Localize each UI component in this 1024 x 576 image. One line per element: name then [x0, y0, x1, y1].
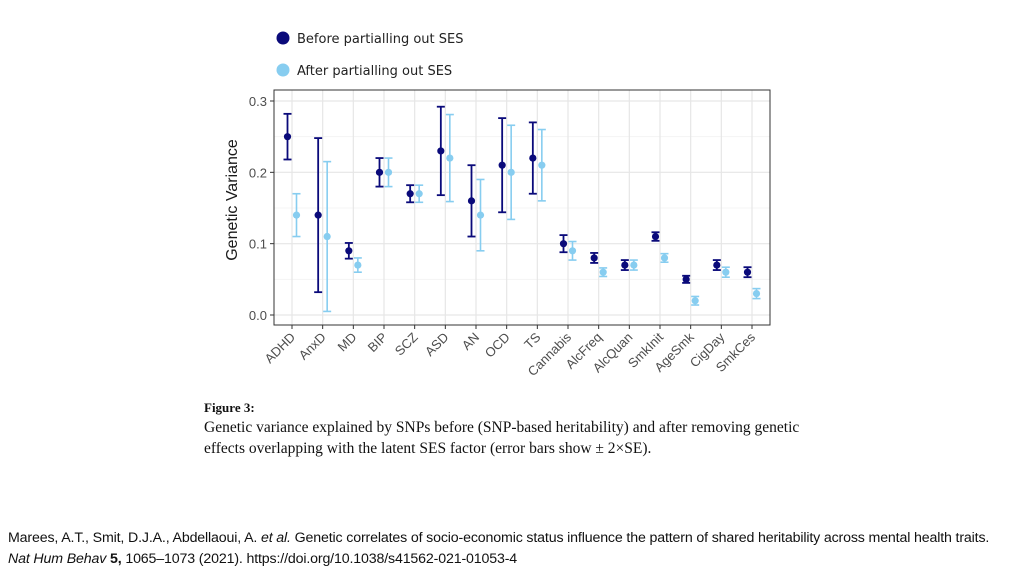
citation-volume: 5,	[106, 550, 122, 567]
data-point	[590, 254, 598, 262]
x-tick-label: MD	[335, 330, 360, 355]
data-point	[660, 254, 669, 262]
plot-panel-background	[274, 90, 770, 325]
legend-label-after: After partialling out SES	[297, 64, 452, 79]
series-before	[283, 105, 752, 294]
figure-caption-text: Genetic variance explained by SNPs befor…	[204, 419, 800, 457]
data-point	[651, 232, 660, 241]
citation-et-al: et al.	[260, 530, 291, 546]
y-tick-label: 0.3	[249, 94, 267, 109]
data-point	[630, 261, 638, 269]
y-tick-label: 0.1	[249, 237, 267, 252]
data-point	[283, 133, 292, 141]
data-point	[538, 161, 546, 169]
data-point	[467, 197, 476, 205]
y-axis-title: Genetic Variance	[224, 139, 241, 261]
figure-label: Figure 3:	[204, 400, 255, 415]
data-point	[752, 290, 761, 298]
y-tick-label: 0.0	[249, 308, 267, 323]
figure-caption: Figure 3: Genetic variance explained by …	[204, 399, 804, 459]
plot-panel-border	[273, 89, 771, 326]
data-point	[375, 168, 384, 176]
data-point	[529, 154, 537, 162]
data-point	[437, 147, 445, 155]
data-point	[559, 240, 568, 248]
y-tick-label: 0.2	[249, 165, 267, 180]
x-tick-label: ADHD	[261, 330, 298, 367]
chart: Before partialling out SES After partial…	[224, 31, 771, 379]
data-point	[292, 211, 301, 219]
data-point	[354, 261, 362, 269]
data-marks	[283, 105, 761, 313]
data-point	[507, 168, 515, 176]
series-after	[292, 113, 761, 313]
data-point	[446, 154, 454, 162]
x-tick-label: ASD	[422, 330, 452, 360]
data-point	[621, 261, 629, 269]
data-point	[691, 297, 699, 305]
grid	[274, 90, 770, 325]
data-point	[599, 268, 607, 276]
data-point	[406, 190, 414, 198]
data-point	[568, 247, 577, 255]
legend: Before partialling out SES After partial…	[276, 31, 463, 79]
x-tick-label: AnxD	[296, 330, 329, 363]
x-tick-label: SCZ	[392, 329, 421, 358]
data-point	[722, 268, 730, 276]
data-point	[743, 268, 752, 276]
legend-marker-after	[276, 63, 290, 77]
legend-marker-before	[276, 31, 290, 45]
citation-authors: Marees, A.T., Smit, D.J.A., Abdellaoui, …	[8, 530, 261, 546]
data-point	[345, 247, 353, 255]
citation-pages-doi: 1065–1073 (2021). https://doi.org/10.103…	[121, 550, 518, 567]
x-tick-label: BIP	[365, 330, 390, 355]
data-point	[384, 168, 393, 176]
data-point	[314, 211, 322, 219]
data-point	[713, 261, 721, 269]
data-point	[415, 190, 423, 198]
x-tick-label: TS	[521, 329, 544, 352]
x-tick-label: AN	[459, 330, 482, 353]
x-tick-label: OCD	[482, 330, 513, 361]
data-point	[323, 232, 331, 241]
data-point	[476, 211, 485, 219]
citation-journal: Nat Hum Behav	[8, 550, 107, 567]
citation-title: Genetic correlates of socio-economic sta…	[290, 530, 990, 546]
data-point	[498, 161, 506, 169]
data-point	[682, 275, 690, 283]
legend-label-before: Before partialling out SES	[297, 32, 463, 47]
citation: Marees, A.T., Smit, D.J.A., Abdellaoui, …	[8, 528, 1008, 569]
